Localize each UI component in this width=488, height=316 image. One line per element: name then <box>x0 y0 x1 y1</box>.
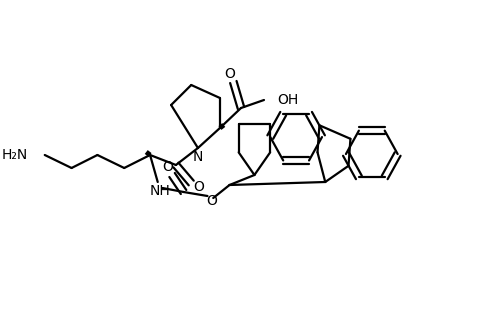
Text: OH: OH <box>277 93 299 107</box>
Text: H₂N: H₂N <box>1 148 27 162</box>
Text: O: O <box>224 67 235 81</box>
Text: NH: NH <box>149 184 170 198</box>
Text: O: O <box>206 194 217 208</box>
Text: N: N <box>193 150 203 164</box>
Text: O: O <box>162 160 173 174</box>
Text: O: O <box>193 180 204 194</box>
